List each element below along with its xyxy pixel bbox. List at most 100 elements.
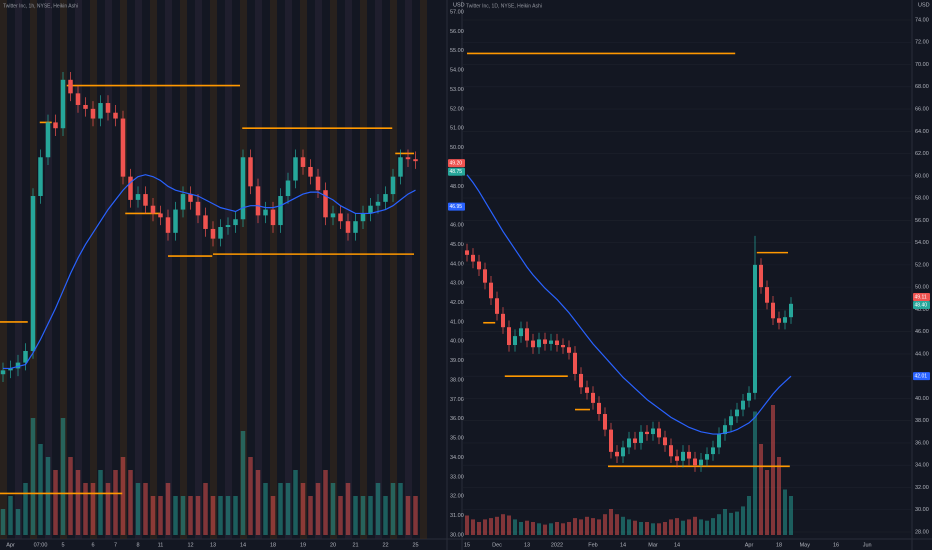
y-tick-label: 44.00: [915, 351, 929, 357]
volume-bar: [143, 483, 148, 535]
session-band: [285, 0, 292, 539]
price-tag: [913, 293, 930, 302]
volume-bar: [591, 518, 595, 535]
x-tick-label: 6: [91, 542, 94, 548]
volume-bar: [777, 457, 781, 535]
session-band: [120, 0, 127, 539]
volume-bar: [759, 444, 763, 535]
candle-body: [561, 345, 565, 348]
volume-bar: [120, 457, 126, 535]
price-tag: [913, 372, 930, 381]
volume-bar: [633, 520, 637, 535]
candle-body: [465, 250, 469, 255]
candle-body: [0, 370, 6, 375]
candle-body: [188, 194, 193, 202]
candle-body: [585, 387, 589, 393]
x-tick-label: 14: [620, 542, 626, 548]
candle-body: [525, 328, 529, 341]
candle-body: [555, 340, 559, 346]
x-tick-label: 18: [776, 542, 782, 548]
session-band: [300, 0, 307, 539]
candle-body: [233, 219, 238, 226]
volume-bar: [173, 496, 178, 535]
volume-bar: [293, 470, 298, 535]
candle-body: [158, 213, 163, 218]
y-tick-label: 39.00: [450, 358, 464, 364]
y-tick-label: 70.00: [915, 62, 929, 68]
session-band: [165, 0, 172, 539]
volume-bar: [8, 496, 13, 535]
candle-body: [263, 209, 268, 216]
candle-body: [663, 437, 667, 446]
candle-body: [68, 79, 73, 94]
candle-body: [255, 186, 261, 216]
session-band: [135, 0, 142, 539]
candle-body: [759, 264, 763, 288]
session-band: [420, 0, 427, 539]
candle-body: [705, 454, 709, 460]
candle-body: [330, 213, 336, 218]
candle-body: [60, 79, 66, 129]
candle-body: [390, 176, 396, 195]
session-band: [210, 0, 217, 539]
candle-body: [657, 428, 661, 438]
candle-body: [633, 438, 637, 443]
candle-body: [579, 373, 583, 388]
y-tick-label: 46.00: [915, 329, 929, 335]
volume-bar: [501, 514, 505, 535]
candle-body: [687, 451, 691, 459]
volume-bar: [300, 483, 306, 535]
y-tick-label: 28.00: [915, 529, 929, 535]
volume-bar: [360, 496, 366, 535]
y-tick-label: 30.00: [915, 507, 929, 513]
volume-bar: [579, 519, 583, 535]
candle-body: [345, 221, 351, 233]
x-tick-label: 14: [240, 542, 246, 548]
candle-body: [717, 434, 721, 448]
volume-bar: [627, 519, 631, 535]
x-tick-label: 07:00: [34, 542, 48, 548]
x-tick-label: 14: [674, 542, 680, 548]
volume-bar: [188, 496, 193, 535]
candle-body: [507, 327, 511, 346]
y-tick-label: 34.00: [915, 463, 929, 469]
volume-bar: [699, 519, 703, 535]
candle-body: [413, 159, 418, 162]
session-band: [0, 0, 7, 539]
volume-bar: [323, 470, 328, 535]
candle-body: [741, 400, 745, 410]
volume-bar: [315, 483, 321, 535]
volume-bar: [525, 520, 529, 535]
volume-bar: [23, 483, 28, 535]
volume-bar: [75, 470, 81, 535]
volume-bar: [30, 418, 36, 535]
x-tick-label: 20: [330, 542, 336, 548]
y-tick-label: 42.00: [450, 300, 464, 306]
volume-bar: [375, 483, 381, 535]
x-tick-label: 18: [270, 542, 276, 548]
candle-body: [240, 157, 246, 220]
candle-body: [315, 176, 321, 191]
candle-body: [495, 298, 499, 314]
volume-bar: [345, 483, 351, 535]
price-tag-label: 49.20: [450, 160, 463, 166]
candle-body: [549, 340, 553, 344]
y-tick-label: 66.00: [915, 106, 929, 112]
candle-body: [477, 261, 481, 270]
candle-body: [83, 104, 88, 109]
volume-bar: [15, 509, 21, 535]
volume-bar: [285, 483, 291, 535]
candle-body: [723, 425, 727, 435]
candle-body: [113, 112, 118, 119]
volume-bar: [255, 470, 261, 535]
session-band: [255, 0, 262, 539]
session-band: [225, 0, 232, 539]
x-tick-label: Mar: [648, 542, 658, 548]
y-tick-label: 33.00: [450, 474, 464, 480]
y-tick-label: 34.00: [450, 455, 464, 461]
candle-body: [195, 201, 201, 216]
session-band: [375, 0, 382, 539]
candle-body: [627, 438, 631, 448]
candle-body: [90, 108, 96, 119]
volume-bar: [507, 515, 511, 535]
